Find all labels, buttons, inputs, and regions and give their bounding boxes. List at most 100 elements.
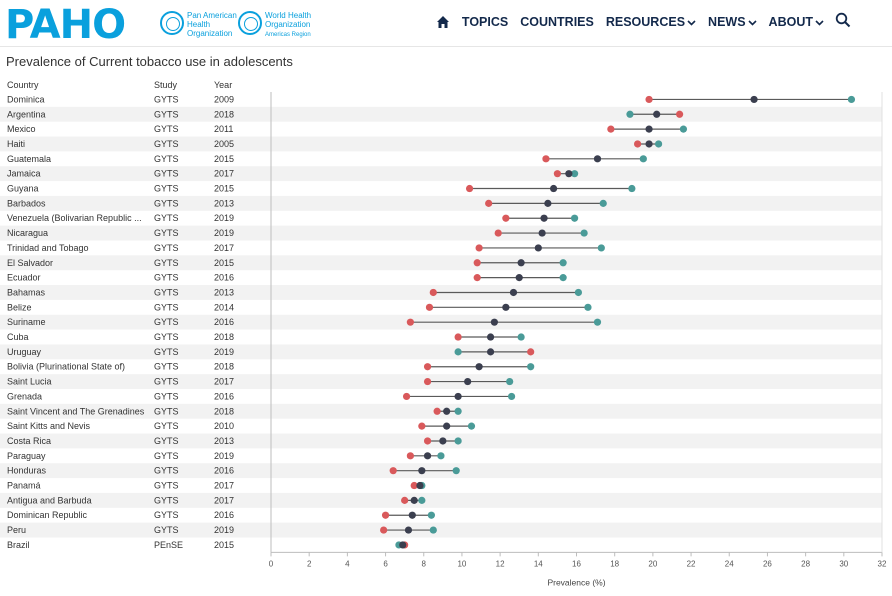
row-study: GYTS	[154, 525, 179, 535]
dot-dark	[490, 318, 498, 326]
dot-teal	[655, 140, 663, 148]
dot-dark	[534, 244, 542, 252]
row-study: GYTS	[154, 317, 179, 327]
dot-teal	[580, 229, 588, 237]
row-country: Brazil	[7, 540, 30, 550]
row-study: GYTS	[154, 510, 179, 520]
dot-red	[423, 437, 432, 445]
row-study: GYTS	[154, 466, 179, 476]
x-tick-label: 6	[383, 559, 388, 568]
dot-teal	[507, 392, 516, 401]
dot-red	[429, 288, 437, 297]
dot-teal	[429, 526, 437, 534]
paho-org-line-2: Health	[187, 20, 211, 29]
paho-logo[interactable]: PAHO	[5, 2, 126, 48]
dot-teal	[527, 363, 535, 371]
dot-red	[423, 377, 432, 386]
x-tick-label: 16	[572, 559, 581, 568]
dot-teal	[454, 348, 462, 356]
row-year: 2019	[214, 451, 234, 461]
home-icon[interactable]	[436, 15, 450, 29]
dot-dark	[593, 155, 602, 163]
dot-red	[494, 229, 502, 237]
dot-teal	[427, 511, 435, 519]
who-org-line-1: World Health	[265, 11, 312, 20]
row-study: GYTS	[154, 421, 179, 431]
nav-resources[interactable]: RESOURCES	[606, 15, 696, 29]
dot-red	[389, 467, 397, 475]
dot-teal	[584, 303, 592, 311]
nav-countries[interactable]: COUNTRIES	[520, 15, 594, 29]
paho-emblem-icon	[160, 11, 184, 35]
dot-teal	[574, 288, 583, 297]
row-study: GYTS	[154, 377, 179, 387]
dot-dark	[645, 125, 653, 133]
dot-dark	[475, 363, 483, 371]
row-year: 2010	[214, 421, 234, 431]
dot-red	[402, 392, 411, 401]
row-year: 2017	[214, 495, 234, 505]
row-country: Dominican Republic	[7, 510, 88, 520]
x-tick-label: 12	[496, 559, 505, 568]
row-year: 2019	[214, 213, 234, 223]
row-country: Jamaica	[7, 169, 41, 179]
dot-dark	[509, 288, 518, 297]
dot-dark	[544, 199, 552, 207]
row-country: Grenada	[7, 391, 42, 401]
row-stripe	[0, 492, 882, 508]
row-year: 2016	[214, 510, 234, 520]
dot-dark	[439, 437, 447, 445]
row-year: 2019	[214, 347, 234, 357]
dot-teal	[847, 95, 856, 104]
x-tick-label: 20	[648, 559, 657, 568]
row-study: GYTS	[154, 406, 179, 416]
dot-teal	[559, 274, 567, 282]
row-study: GYTS	[154, 273, 179, 283]
row-study: GYTS	[154, 481, 179, 491]
nav-news-label: NEWS	[708, 15, 746, 29]
row-year: 2018	[214, 332, 234, 342]
dot-dark	[538, 229, 546, 237]
dot-teal	[437, 452, 445, 460]
dot-red	[502, 214, 510, 222]
row-country: Mexico	[7, 124, 36, 134]
nav-about[interactable]: ABOUT	[769, 15, 824, 29]
row-year: 2016	[214, 317, 234, 327]
row-country: Bahamas	[7, 287, 46, 297]
nav-topics-label: TOPICS	[461, 15, 509, 29]
nav-topics[interactable]: TOPICS	[462, 15, 508, 29]
x-tick-label: 26	[763, 559, 772, 568]
search-icon[interactable]	[835, 12, 851, 28]
dot-red	[418, 422, 426, 430]
row-year: 2013	[214, 436, 234, 446]
row-stripe	[0, 166, 882, 182]
dot-dark	[486, 348, 495, 356]
row-year: 2014	[214, 302, 234, 312]
row-country: Suriname	[7, 317, 46, 327]
dot-teal	[639, 155, 647, 163]
dot-red	[485, 199, 493, 207]
dot-red	[475, 244, 483, 252]
dot-teal	[454, 437, 462, 445]
row-study: GYTS	[154, 258, 179, 268]
row-country: Saint Kitts and Nevis	[7, 421, 91, 431]
dot-dark	[410, 496, 418, 504]
dot-dark	[399, 541, 407, 549]
x-tick-label: 24	[725, 559, 734, 568]
dot-teal	[452, 467, 460, 475]
dot-red	[381, 511, 390, 519]
x-tick-label: 32	[878, 559, 887, 568]
row-study: PEnSE	[154, 540, 183, 550]
dot-red	[553, 170, 562, 178]
nav-news[interactable]: NEWS	[708, 15, 757, 29]
dot-dark	[486, 333, 495, 341]
row-country: Haiti	[7, 139, 25, 149]
row-country: Belize	[7, 302, 32, 312]
main-nav: TOPICS COUNTRIES RESOURCES NEWS ABOUT	[436, 12, 824, 32]
x-tick-label: 18	[610, 559, 619, 568]
row-study: GYTS	[154, 198, 179, 208]
row-country: Ecuador	[7, 273, 41, 283]
row-study: GYTS	[154, 243, 179, 253]
dot-red	[423, 363, 432, 371]
